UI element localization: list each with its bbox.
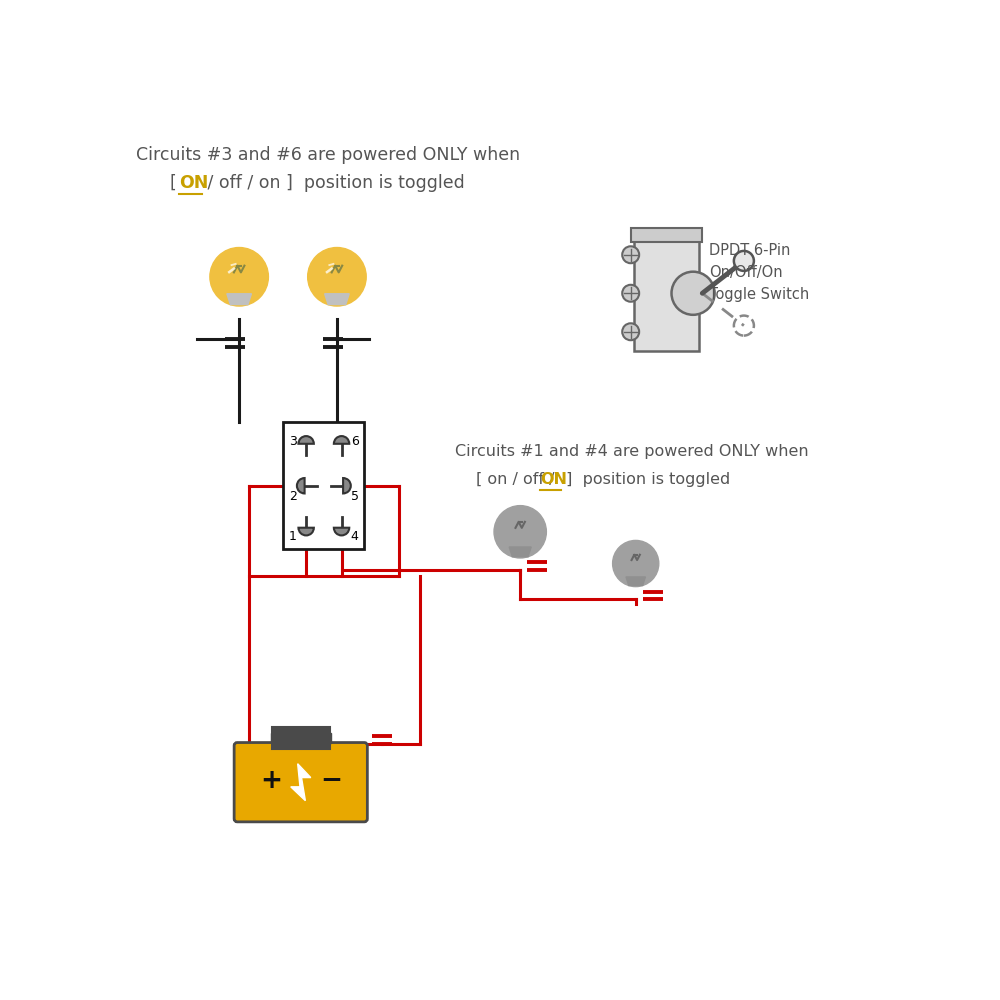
- Wedge shape: [334, 436, 349, 444]
- Circle shape: [622, 246, 639, 263]
- Polygon shape: [509, 547, 531, 557]
- Wedge shape: [334, 528, 349, 535]
- Bar: [634, 235, 699, 351]
- Polygon shape: [227, 294, 251, 305]
- Text: 3: 3: [289, 435, 297, 448]
- Bar: [283, 422, 364, 549]
- Text: [ on / off /: [ on / off /: [476, 472, 559, 487]
- Text: DPDT 6-Pin: DPDT 6-Pin: [709, 243, 790, 258]
- Circle shape: [613, 540, 659, 587]
- Polygon shape: [325, 294, 349, 305]
- Text: 4: 4: [351, 530, 359, 543]
- Bar: [631, 228, 702, 242]
- Text: −: −: [320, 768, 343, 794]
- Wedge shape: [298, 528, 314, 535]
- Text: [: [: [170, 174, 182, 192]
- Circle shape: [494, 506, 546, 558]
- Text: 1: 1: [289, 530, 297, 543]
- Circle shape: [672, 272, 715, 315]
- Text: +: +: [260, 768, 282, 794]
- Circle shape: [622, 285, 639, 302]
- Polygon shape: [291, 764, 311, 801]
- Circle shape: [308, 248, 366, 306]
- Text: / off / on ]  position is toggled: / off / on ] position is toggled: [202, 174, 465, 192]
- Circle shape: [734, 251, 754, 271]
- Wedge shape: [343, 478, 351, 493]
- Text: ON: ON: [540, 472, 567, 487]
- Bar: [320, 733, 331, 743]
- Text: Circuits #1 and #4 are powered ONLY when: Circuits #1 and #4 are powered ONLY when: [455, 444, 809, 459]
- Wedge shape: [298, 436, 314, 444]
- Polygon shape: [626, 577, 645, 585]
- Circle shape: [622, 323, 639, 340]
- Text: ON: ON: [179, 174, 209, 192]
- Text: ]  position is toggled: ] position is toggled: [561, 472, 730, 487]
- Bar: [272, 727, 330, 749]
- Text: Circuits #3 and #6 are powered ONLY when: Circuits #3 and #6 are powered ONLY when: [136, 146, 520, 164]
- Bar: [271, 733, 282, 743]
- Text: 2: 2: [289, 490, 297, 503]
- Wedge shape: [297, 478, 305, 493]
- Text: 6: 6: [351, 435, 359, 448]
- FancyBboxPatch shape: [234, 743, 367, 822]
- Circle shape: [210, 248, 268, 306]
- Text: 5: 5: [351, 490, 359, 503]
- Text: Toggle Switch: Toggle Switch: [709, 287, 809, 302]
- Text: On/Off/On: On/Off/On: [709, 265, 782, 280]
